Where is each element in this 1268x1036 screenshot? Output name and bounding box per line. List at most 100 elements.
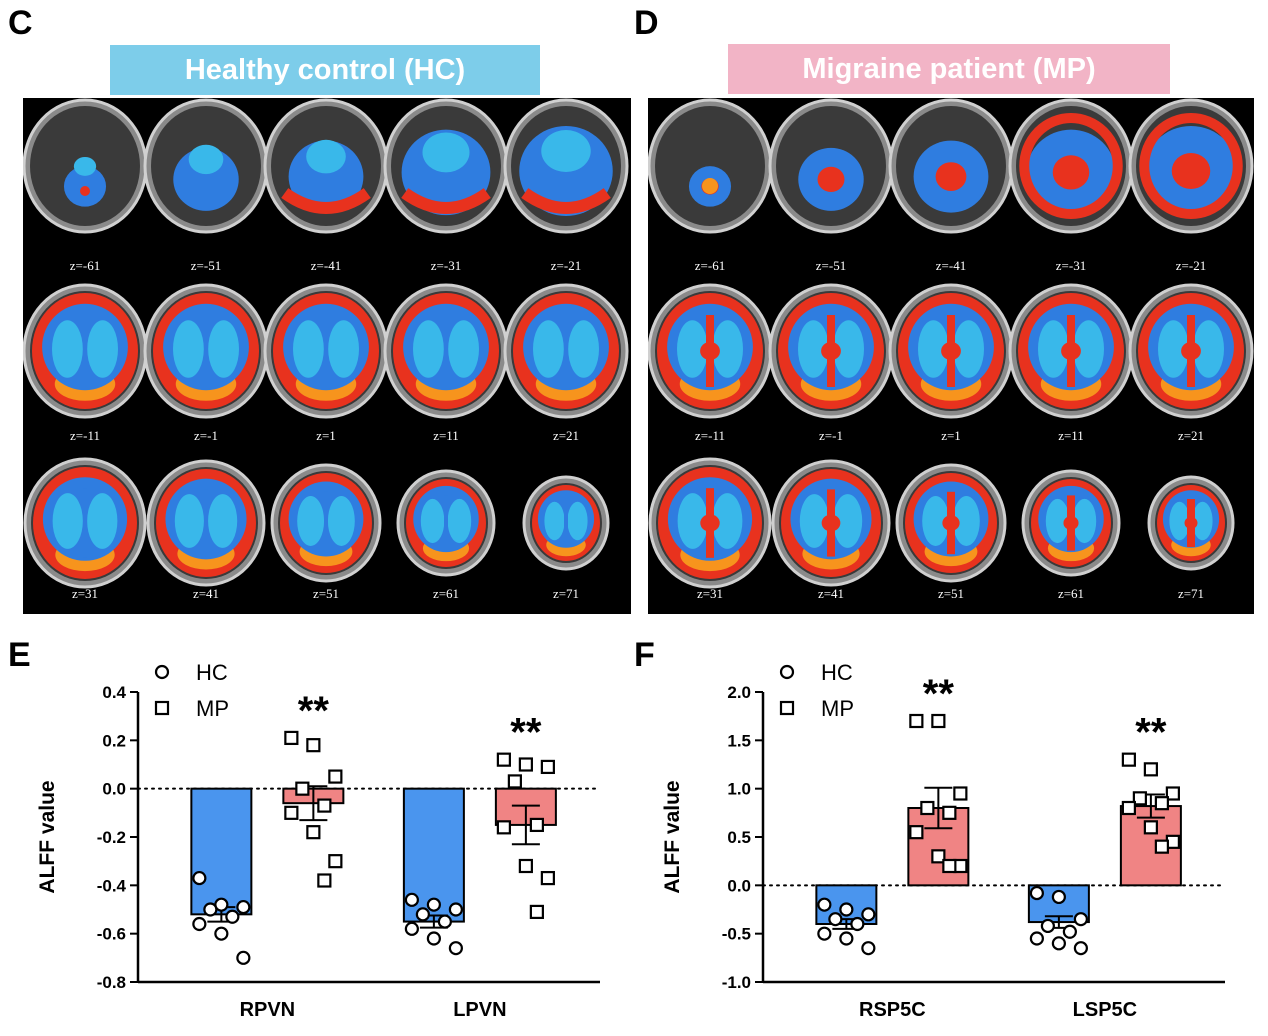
slice-label: z=61 (1058, 586, 1084, 601)
data-point-hc (1051, 936, 1066, 951)
data-point-hc (839, 902, 854, 917)
slice-label: z=31 (72, 586, 98, 601)
brain-slice (263, 98, 389, 234)
brain-slice (895, 463, 1007, 583)
data-point-hc (817, 897, 832, 912)
brain-slice (1128, 98, 1254, 234)
brain-slice (146, 459, 266, 587)
y-axis-label: ALFF value (36, 780, 59, 893)
legend-marker-hc (779, 664, 795, 680)
brain-slices-mp: z=-61 z=-51 z=-41 z=-31 z=-21 z=-11 z=-1 z=1 z=1… (648, 98, 1254, 601)
data-point-mp (1165, 786, 1180, 801)
slice-label: z=41 (193, 586, 219, 601)
brain-slice (1147, 475, 1235, 571)
brain-slice (1021, 469, 1121, 577)
category-label: RSP5C (859, 999, 926, 1021)
data-point-mp (1121, 752, 1136, 767)
data-point-mp (496, 820, 511, 835)
slice-label: z=-21 (1176, 258, 1206, 273)
brain-panel-hc: z=-61 z=-51 z=-41 z=-31 z=-21 z=-11 z=-1 z=1 z=1… (23, 98, 631, 614)
data-point-hc (1062, 924, 1077, 939)
brain-slice (23, 283, 148, 419)
slice-label: z=-21 (551, 258, 581, 273)
panel-letter-c: C (8, 4, 33, 42)
data-point-hc (236, 899, 251, 915)
y-tick-label: -0.4 (97, 876, 127, 895)
data-point-hc (192, 870, 207, 886)
data-point-mp (920, 800, 935, 816)
legend-marker-mp (154, 700, 170, 716)
brain-slice (648, 98, 773, 234)
brain-slice (270, 463, 382, 583)
data-point-mp (1154, 839, 1169, 854)
brain-slice (23, 457, 147, 589)
brain-slice (143, 283, 269, 419)
brain-slice (888, 98, 1014, 234)
y-tick-label: 0.0 (727, 876, 751, 895)
brain-slice (396, 469, 496, 577)
data-point-hc (437, 914, 452, 929)
slice-label: z=-61 (70, 258, 100, 273)
slice-label: z=-31 (431, 258, 461, 273)
slice-label: z=21 (1178, 428, 1204, 443)
data-point-mp (328, 769, 343, 784)
data-point-hc (1029, 885, 1044, 901)
slice-label: z=31 (697, 586, 723, 601)
data-point-mp (284, 730, 299, 746)
data-point-hc (236, 950, 251, 965)
y-tick-label: -1.0 (722, 973, 751, 992)
data-point-mp (496, 752, 511, 767)
data-point-mp (529, 817, 544, 833)
brain-panel-mp: z=-61 z=-51 z=-41 z=-31 z=-21 z=-11 z=-1 z=1 z=1… (648, 98, 1254, 614)
legend-label-hc: HC (196, 660, 228, 685)
data-point-hc (1073, 912, 1088, 927)
y-tick-label: 1.0 (727, 780, 751, 799)
y-tick-label: 0.0 (102, 780, 126, 799)
legend-marker-mp (779, 700, 795, 716)
brain-slice (503, 98, 629, 234)
slice-label: z=71 (1178, 586, 1204, 601)
significance-marker: ** (1135, 711, 1167, 755)
chart-e-svg: -0.8 -0.6 -0.4 -0.2 0.0 0.2 0.4 ALFF value ** RPV… (36, 660, 601, 1021)
data-point-mp (306, 825, 321, 840)
data-point-hc (850, 916, 865, 932)
data-point-mp (1143, 762, 1158, 777)
data-point-mp (328, 854, 343, 869)
brain-slice (771, 459, 891, 587)
data-point-mp (284, 805, 299, 820)
data-point-mp (1132, 791, 1147, 806)
slice-label: z=41 (818, 586, 844, 601)
data-point-mp (518, 858, 533, 874)
brain-slice (383, 283, 509, 419)
data-point-mp (1154, 796, 1169, 811)
slice-label: z=-1 (819, 428, 843, 443)
legend-marker-hc (154, 664, 170, 680)
panel-letter-e: E (8, 636, 31, 674)
data-point-mp (1143, 820, 1158, 835)
data-point-mp (540, 870, 555, 886)
category-label: LSP5C (1073, 999, 1137, 1021)
data-point-hc (448, 941, 463, 956)
data-point-mp (295, 781, 310, 796)
slice-label: z=-41 (936, 258, 966, 273)
data-point-mp (1121, 800, 1136, 816)
slice-label: z=1 (316, 428, 336, 443)
brain-slice (648, 283, 773, 419)
y-tick-label: 0.2 (102, 731, 126, 750)
slice-label: z=-51 (816, 258, 846, 273)
brain-slice (648, 457, 772, 589)
slice-label: z=-31 (1056, 258, 1086, 273)
slice-label: z=11 (1058, 428, 1084, 443)
data-point-mp (518, 757, 533, 772)
slice-label: z=21 (553, 428, 579, 443)
brain-slice (768, 283, 894, 419)
chart-f: -1.0 -0.5 0.0 0.5 1.0 1.5 2.0 ALFF value ** RSP5C… (645, 650, 1245, 1036)
slice-label: z=51 (938, 586, 964, 601)
y-tick-label: 0.4 (102, 683, 126, 702)
data-point-mp (540, 759, 555, 775)
bar-hc-rpvn (190, 787, 253, 916)
brain-slice (1008, 283, 1134, 419)
data-point-mp (942, 805, 957, 820)
data-point-mp (942, 858, 957, 874)
data-point-hc (1040, 918, 1055, 934)
